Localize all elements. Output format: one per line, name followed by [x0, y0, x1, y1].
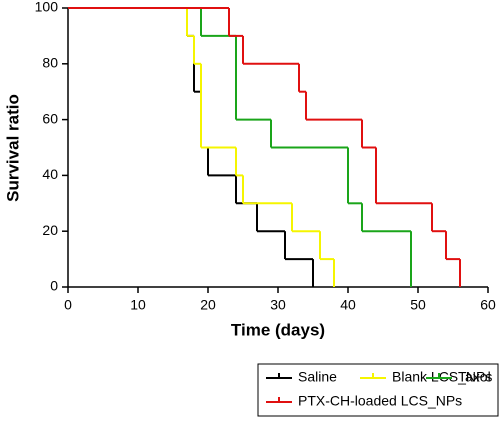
x-tick-label: 30: [270, 297, 286, 313]
legend-label: Blank LCS_NPs: [392, 369, 492, 385]
x-tick-label: 50: [410, 297, 426, 313]
y-axis-label: Survival ratio: [3, 94, 22, 202]
x-tick-label: 0: [64, 297, 72, 313]
y-tick-label: 40: [42, 166, 58, 182]
x-tick-label: 60: [480, 297, 496, 313]
x-tick-label: 20: [200, 297, 216, 313]
legend-box: [257, 363, 499, 417]
x-axis-label: Time (days): [231, 320, 325, 339]
y-tick-label: 0: [50, 278, 58, 294]
x-tick-label: 10: [130, 297, 146, 313]
legend-label: Taxol: [458, 369, 491, 385]
legend-label: PTX-CH-loaded LCS_NPs: [298, 393, 462, 409]
y-tick-label: 20: [42, 222, 58, 238]
y-tick-label: 80: [42, 55, 58, 71]
y-tick-label: 100: [35, 0, 59, 15]
y-tick-label: 60: [42, 110, 58, 126]
x-tick-label: 40: [340, 297, 356, 313]
legend-label: Saline: [298, 369, 337, 385]
